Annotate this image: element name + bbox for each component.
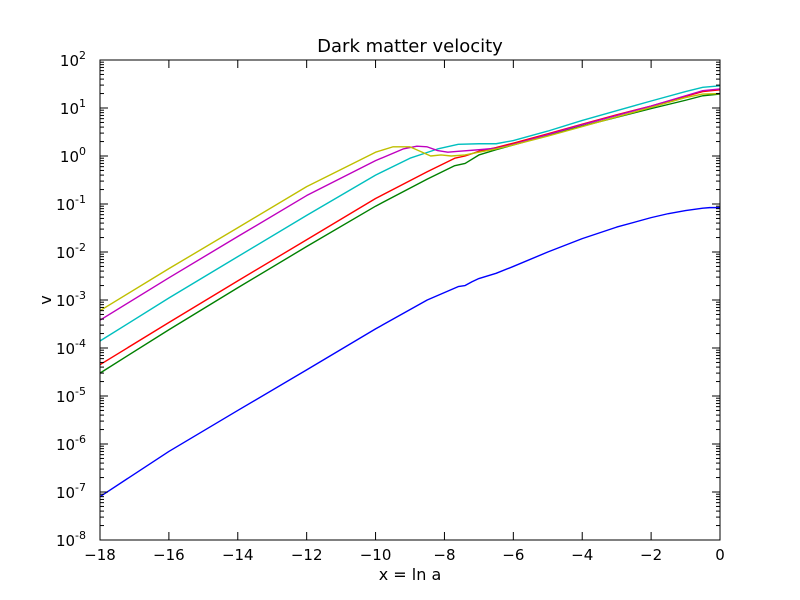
y-tick-label: 10-7	[56, 481, 86, 502]
x-tick-label: −16	[153, 546, 185, 564]
y-tick-label: 10-1	[56, 193, 86, 214]
y-tick-label-exponent: -7	[75, 481, 86, 494]
y-tick-label-exponent: 0	[79, 145, 86, 158]
x-tick-label: −8	[433, 546, 455, 564]
series-layer	[100, 85, 720, 498]
series-line-1	[100, 206, 720, 498]
series-line-6	[100, 92, 720, 312]
y-tick-label-exponent: -4	[75, 337, 86, 350]
x-tick-label: −18	[84, 546, 116, 564]
y-tick-label-base: 10	[56, 532, 75, 550]
plot-area	[100, 60, 720, 540]
y-tick-label-base: 10	[56, 388, 75, 406]
x-tick-label: −4	[571, 546, 593, 564]
y-tick-label-exponent: 1	[79, 97, 86, 110]
x-tick-label: 0	[715, 546, 725, 564]
y-axis-label: v	[36, 295, 55, 304]
y-tick-label-base: 10	[56, 436, 75, 454]
x-tick-label: −10	[360, 546, 392, 564]
y-tick-label-exponent: -1	[75, 193, 86, 206]
y-tick-label-exponent: -2	[75, 241, 86, 254]
y-tick-label-base: 10	[60, 148, 79, 166]
x-tick-label: −14	[222, 546, 254, 564]
x-tick-label: −6	[502, 546, 524, 564]
plot-frame	[99, 59, 721, 541]
y-tick-label: 10-3	[56, 289, 86, 310]
x-tick-label: −12	[291, 546, 323, 564]
y-tick-label-base: 10	[56, 292, 75, 310]
y-tick-label-exponent: 2	[79, 49, 86, 62]
chart-title: Dark matter velocity	[317, 36, 503, 57]
series-line-2	[100, 93, 720, 374]
y-tick-label: 10-5	[56, 385, 86, 406]
y-axis-ticks: 10-810-710-610-510-410-310-210-110010110…	[56, 49, 720, 550]
y-tick-label-base: 10	[56, 196, 75, 214]
y-tick-label-base: 10	[56, 244, 75, 262]
x-tick-label: −2	[640, 546, 662, 564]
y-tick-label: 10-2	[56, 241, 86, 262]
y-tick-label-exponent: -6	[75, 433, 86, 446]
series-line-5	[100, 88, 720, 321]
y-tick-label-base: 10	[60, 100, 79, 118]
y-tick-label-exponent: -3	[75, 289, 86, 302]
y-tick-label: 101	[60, 97, 86, 118]
x-axis-ticks: −18 −16 −14 −12 −10 −8 −6 −4 −2 0	[84, 60, 725, 564]
x-axis-label: x = ln a	[379, 565, 442, 584]
series-line-4	[100, 85, 720, 342]
y-tick-label: 10-6	[56, 433, 86, 454]
y-tick-label-exponent: -8	[75, 529, 86, 542]
y-tick-label-base: 10	[56, 340, 75, 358]
y-tick-label: 10-8	[56, 529, 86, 550]
y-tick-label-base: 10	[56, 484, 75, 502]
y-tick-label-base: 10	[60, 52, 79, 70]
y-tick-label-exponent: -5	[75, 385, 86, 398]
y-tick-label: 100	[60, 145, 86, 166]
y-tick-label: 102	[60, 49, 86, 70]
y-tick-label: 10-4	[56, 337, 86, 358]
